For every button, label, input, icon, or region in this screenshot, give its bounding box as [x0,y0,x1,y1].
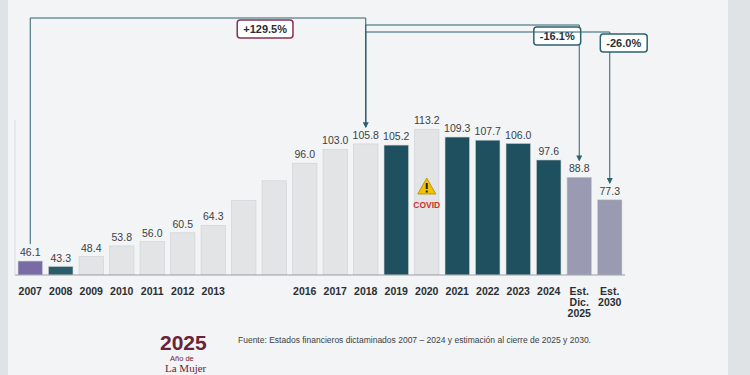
bar [476,140,500,275]
x-tick-label: Est.Dic.2025 [568,285,592,319]
bar [201,225,225,275]
warning-icon-mark [426,183,428,189]
logo-year: 2025 [160,331,207,354]
bar [537,160,561,275]
data-label: 105.2 [383,130,409,142]
data-label: 106.0 [505,129,531,141]
bar [598,200,622,275]
bracket [30,18,366,244]
bar [49,267,73,275]
data-label: 96.0 [295,148,316,160]
annotation-box [237,20,293,38]
bar [79,257,103,275]
bar [567,177,591,275]
annotation: -16.1% [534,27,581,45]
x-axis [15,275,625,276]
bar [18,261,42,275]
y-axis [15,120,16,275]
bar [232,200,256,275]
annotation: -26.0% [600,34,647,52]
data-label: 53.8 [112,231,133,243]
x-tick-label: 2013 [202,285,226,297]
data-label: 103.0 [322,134,348,146]
annotation-box [600,34,647,52]
x-tick-label: 2023 [507,285,531,297]
x-tick-label: 2017 [324,285,348,297]
bar [171,233,195,275]
x-tick-label: 2011 [141,285,164,297]
x-tick-label: 2009 [80,285,104,297]
background [8,0,728,375]
x-tick-label: Est.2030 [598,285,622,308]
data-label: 88.8 [569,162,590,174]
x-tick-label: 2008 [49,285,73,297]
source-note: Fuente: Estados financieros dictaminados… [238,335,591,345]
chart: 46.1 43.3 48.4 53.8 56.0 60.5 64.3 96.0 103.0 105… [0,0,750,375]
bars [18,129,622,275]
bracket [366,32,610,183]
x-tick-label: 2020 [415,285,439,297]
annotation-text: +129.5% [243,23,287,35]
data-label: 109.3 [444,122,470,134]
data-label: 43.3 [51,252,72,264]
bar [354,144,378,275]
x-tick-label: 2010 [110,285,134,297]
bar [445,137,469,275]
annotation-box [534,27,581,45]
bar [506,144,530,275]
data-label: 113.2 [414,114,440,126]
bar [262,181,286,275]
data-label: 48.4 [81,242,102,254]
logo-line: La Mujer [165,362,207,374]
data-label: 105.8 [353,129,379,141]
data-label: 56.0 [142,227,163,239]
x-tick-label: 2019 [385,285,409,297]
x-tick-label: 2024 [537,285,561,297]
data-label: 46.1 [20,246,41,258]
warning-icon [418,178,436,194]
bar [323,149,347,275]
data-label: 97.6 [539,145,560,157]
x-tick-label: 2012 [171,285,195,297]
bar [110,246,134,275]
bar [293,163,317,275]
data-label: 64.3 [203,210,224,222]
x-tick-label: 2007 [19,285,43,297]
x-tick-label: 2016 [293,285,317,297]
warning-icon-dot [426,191,428,193]
x-tick-label: 2018 [354,285,378,297]
bar [384,145,408,275]
annotation: +129.5% [237,20,293,38]
x-tick-label: 2022 [476,285,500,297]
bar [140,242,164,275]
callout-text: COVID [413,200,440,210]
annotation-text: -26.0% [606,37,641,49]
logo: 2025Año deLa Mujer [160,331,207,374]
data-label: 77.3 [600,185,621,197]
data-label: 60.5 [173,218,194,230]
data-label: 107.7 [475,125,501,137]
x-tick-label: 2021 [446,285,470,297]
